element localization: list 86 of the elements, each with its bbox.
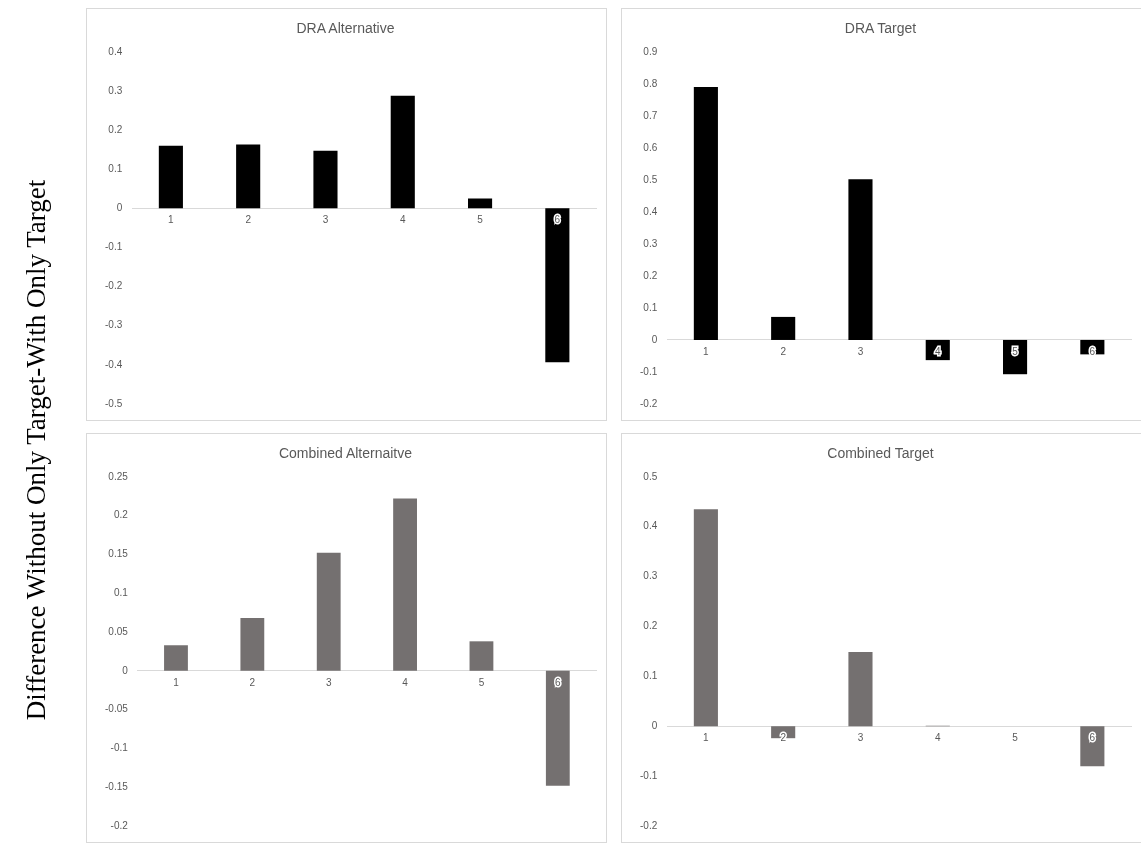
y-tick-label: -0.1 — [640, 769, 658, 781]
bar — [240, 618, 265, 671]
bar — [390, 95, 415, 209]
y-tick-label: 0.1 — [643, 670, 658, 682]
y-tick-label: 0.3 — [643, 570, 658, 582]
y-tick-label: 0 — [116, 202, 123, 214]
y-tick-label: -0.2 — [105, 280, 123, 292]
chart-title: Combined Target — [827, 445, 934, 462]
x-tick-label: 5 — [478, 676, 485, 688]
x-tick-label: 6 — [554, 214, 561, 226]
x-tick-label: 6 — [1089, 345, 1096, 357]
y-tick-label: 0.3 — [108, 84, 123, 96]
x-tick-label: 5 — [1012, 345, 1019, 357]
bar — [848, 179, 873, 340]
x-tick-label: 3 — [325, 676, 332, 688]
y-tick-label: -0.1 — [640, 365, 658, 377]
bar — [693, 87, 718, 340]
y-tick-label: 0.6 — [643, 141, 658, 153]
y-tick-label: -0.4 — [105, 358, 123, 370]
chart-title: DRA Alternative — [296, 20, 395, 37]
y-tick-label: 0.2 — [643, 269, 658, 281]
bar — [771, 316, 796, 340]
x-tick-label: 2 — [249, 676, 256, 688]
x-tick-label: 6 — [555, 676, 562, 688]
bar — [158, 145, 183, 209]
chart-title: Combined Alternaitve — [278, 445, 413, 462]
y-tick-label: 0.5 — [643, 470, 658, 482]
bar — [393, 498, 417, 671]
y-tick-label: 0 — [651, 333, 658, 345]
y-tick-label: 0 — [651, 719, 658, 731]
y-tick-label: 0.2 — [643, 620, 658, 632]
bar — [469, 641, 494, 671]
y-tick-label: 0.4 — [108, 45, 123, 57]
y-tick-label: 0.7 — [643, 109, 658, 121]
bar — [316, 552, 341, 671]
y-tick-label: 0.2 — [113, 509, 129, 521]
y-tick-label: 0.15 — [108, 548, 129, 560]
y-tick-label: 0.9 — [643, 45, 658, 57]
x-tick-label: 5 — [477, 214, 484, 226]
x-tick-label: 5 — [1012, 731, 1019, 743]
x-tick-label: 4 — [934, 345, 941, 357]
x-tick-label: 4 — [399, 214, 406, 226]
y-axis-title: Difference Without Only Target-With Only Target — [20, 179, 52, 721]
bar — [164, 645, 188, 671]
y-tick-label: -0.3 — [105, 319, 123, 331]
x-tick-label: 3 — [857, 731, 864, 743]
bar — [545, 670, 570, 786]
x-tick-label: 2 — [780, 345, 787, 357]
bar — [468, 198, 493, 209]
x-tick-label: 2 — [245, 214, 252, 226]
chart-title: DRA Target — [844, 20, 917, 37]
y-tick-label: 0.1 — [643, 301, 658, 313]
y-tick-label: 0.3 — [643, 237, 658, 249]
y-tick-label: 0 — [122, 664, 129, 676]
x-tick-label: 1 — [703, 345, 710, 357]
y-tick-label: -0.2 — [640, 397, 658, 409]
x-tick-label: 3 — [322, 214, 329, 226]
y-tick-label: 0.4 — [643, 520, 658, 532]
bar — [1080, 726, 1105, 767]
x-tick-label: 1 — [703, 731, 710, 743]
bar — [545, 208, 570, 363]
y-tick-label: 0.05 — [108, 625, 129, 637]
y-tick-label: 0.1 — [113, 586, 129, 598]
y-tick-label: -0.1 — [105, 241, 123, 253]
x-tick-label: 3 — [857, 345, 864, 357]
y-tick-label: -0.15 — [105, 780, 129, 792]
x-tick-label: 2 — [780, 731, 787, 743]
x-tick-label: 1 — [168, 214, 175, 226]
y-tick-label: 0.1 — [108, 162, 123, 174]
y-tick-label: 0.5 — [643, 173, 658, 185]
y-tick-label: -0.2 — [640, 819, 658, 831]
y-tick-label: -0.05 — [105, 703, 129, 715]
x-tick-label: 1 — [173, 676, 180, 688]
y-tick-label: 0.2 — [108, 123, 123, 135]
y-tick-label: -0.2 — [110, 819, 129, 831]
y-tick-label: 0.8 — [643, 77, 658, 89]
y-tick-label: -0.5 — [105, 397, 123, 409]
bar — [313, 150, 338, 209]
bar — [848, 651, 873, 727]
bar — [693, 509, 718, 727]
y-tick-label: 0.25 — [108, 470, 129, 482]
bar — [236, 144, 261, 209]
y-tick-label: 0.4 — [643, 205, 658, 217]
x-tick-label: 4 — [934, 731, 941, 743]
x-tick-label: 4 — [402, 676, 409, 688]
y-tick-label: -0.1 — [110, 742, 129, 754]
